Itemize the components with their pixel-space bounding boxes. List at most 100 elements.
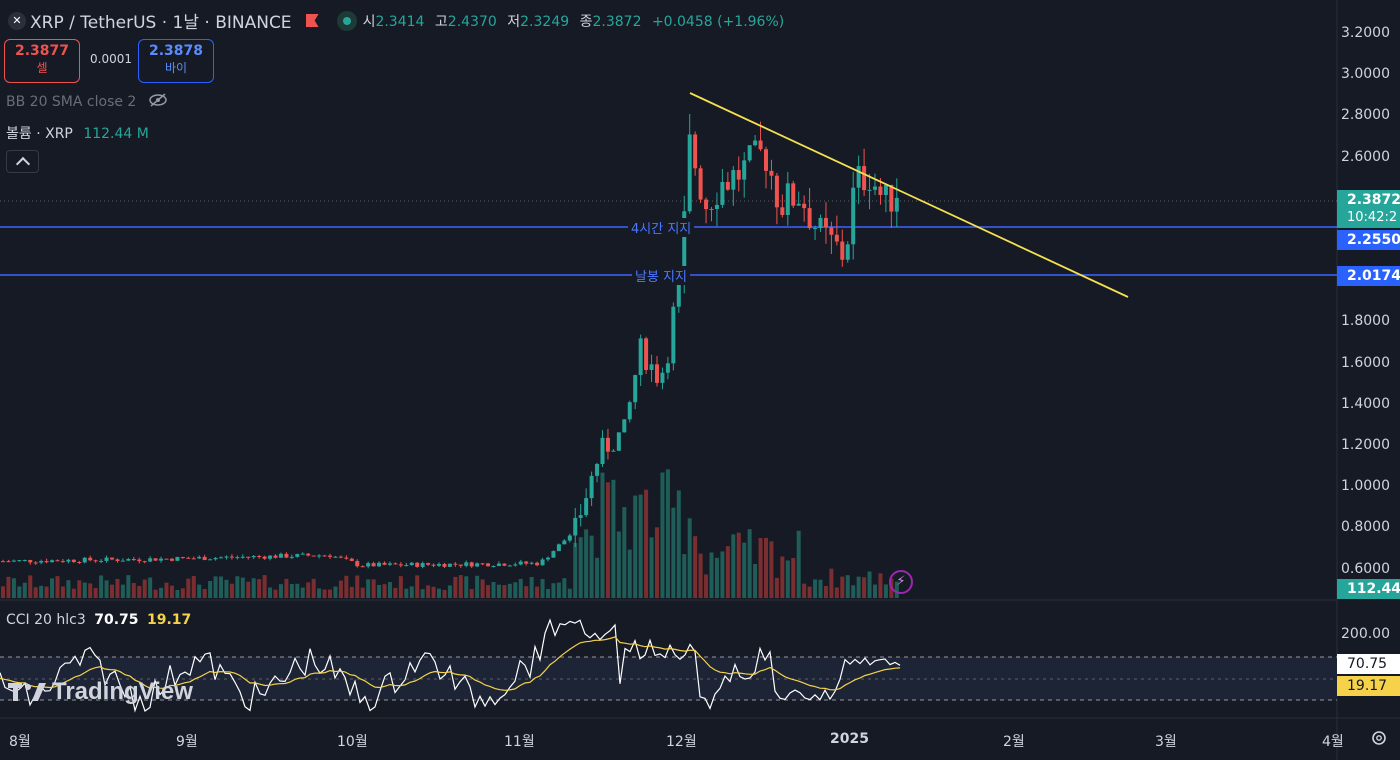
volume-bar [213, 576, 218, 598]
volume-legend[interactable]: 볼륨 · XRP 112.44 M [6, 123, 149, 143]
sell-label: 셀 [36, 61, 48, 75]
candle-body [268, 555, 273, 559]
volume-bar [387, 582, 392, 598]
volume-bar [186, 578, 191, 598]
candle-body [453, 563, 458, 565]
volume-bar [251, 578, 256, 598]
candle-body [322, 555, 327, 557]
price-axis-label: 3.0000 [1341, 66, 1390, 83]
candles [1, 113, 899, 569]
candle-body [420, 563, 425, 567]
volume-bar [169, 585, 174, 598]
price-axis-label: 0.8000 [1341, 519, 1390, 536]
candle-body [289, 556, 294, 558]
candle-body [148, 558, 153, 562]
volume-bar [791, 558, 796, 598]
volume-bar [93, 588, 98, 598]
bb-legend[interactable]: BB 20 SMA close 2 [6, 93, 168, 111]
volume-bar [491, 582, 496, 598]
volume-bar [785, 560, 790, 598]
candle-body [562, 540, 567, 545]
collapse-legend-button[interactable] [6, 150, 39, 173]
price-axis-label: 1.4000 [1341, 395, 1390, 412]
volume-bar [153, 589, 158, 598]
sell-button[interactable]: 2.3877 셀 [4, 39, 80, 83]
volume-bar [126, 575, 131, 598]
support-daily-label[interactable]: 날봉 지지 [632, 266, 690, 285]
candle-body [676, 279, 681, 307]
volume-bar [507, 583, 512, 598]
lightning-icon[interactable]: ⚡ [889, 570, 913, 594]
volume-bar [77, 580, 82, 598]
candle-body [382, 562, 387, 565]
volume-bar [540, 579, 545, 598]
candle-body [889, 185, 894, 212]
candle-body [355, 561, 360, 567]
candle-body [197, 556, 202, 559]
candle-body [311, 555, 316, 557]
time-label-aug: 8월 [9, 734, 31, 750]
candle-body [240, 556, 245, 558]
volume-bar [409, 586, 414, 598]
cci-legend[interactable]: CCI 20 hlc3 70.75 19.17 [6, 612, 191, 628]
price-axis-label: 0.6000 [1341, 560, 1390, 577]
support-4h-label[interactable]: 4시간 지지 [628, 218, 695, 237]
candle-body [137, 559, 142, 562]
candle-body [791, 183, 796, 206]
volume-bar [278, 584, 283, 598]
candle-body [851, 187, 856, 245]
countdown-value: 10:42:2 [1347, 210, 1398, 225]
low-value: 2.3249 [520, 13, 570, 30]
volume-bar [420, 589, 425, 598]
candle-body [88, 557, 93, 561]
volume-bar [1, 586, 5, 598]
volume-bar [774, 577, 779, 598]
candle-body [202, 556, 207, 560]
price-axis-label: 2.6000 [1341, 148, 1390, 165]
time-label-nov: 11월 [504, 734, 535, 750]
candle-body [39, 561, 44, 563]
candle-body [840, 241, 845, 260]
volume-bar [131, 582, 136, 598]
flag-icon[interactable] [305, 14, 319, 27]
candle-body [6, 561, 11, 563]
candle-body [731, 170, 736, 190]
candle-body [867, 189, 872, 191]
candle-body [747, 145, 752, 161]
candle-body [33, 562, 38, 564]
candle-body [802, 203, 807, 209]
candle-body [175, 557, 180, 561]
volume-bar [344, 575, 349, 598]
candle-body [644, 338, 649, 370]
candle-body [785, 183, 790, 215]
candle-body [813, 228, 818, 230]
symbol-title[interactable]: XRP / TetherUS · 1날 · BINANCE [30, 13, 292, 33]
volume-bar [829, 568, 834, 598]
price-axis-label: 3.2000 [1341, 25, 1390, 41]
candle-body [573, 517, 578, 536]
candle-body [191, 558, 196, 560]
buy-button[interactable]: 2.3878 바이 [138, 39, 214, 83]
volume-bar [475, 575, 480, 598]
volume-bar [605, 482, 610, 598]
candle-body [595, 463, 600, 476]
volume-bar [431, 586, 436, 598]
tradingview-mark-icon [8, 683, 46, 701]
volume-bar [202, 588, 207, 598]
volume-bar [360, 587, 365, 598]
settings-icon[interactable] [1370, 729, 1388, 747]
volume-bar [731, 534, 736, 598]
candle-body [584, 498, 589, 516]
cci-value: 70.75 [94, 612, 139, 628]
volume-bar [55, 576, 60, 598]
time-label-mar: 3월 [1155, 734, 1177, 750]
volume-bar [50, 578, 55, 598]
candle-body [496, 563, 501, 566]
volume-bar [39, 585, 44, 598]
change-value: +0.0458 (+1.96%) [651, 13, 785, 30]
volume-bar [289, 584, 294, 598]
tradingview-logo[interactable]: TradingView [8, 678, 193, 706]
candle-body [883, 185, 888, 196]
eye-off-icon[interactable] [148, 93, 168, 111]
